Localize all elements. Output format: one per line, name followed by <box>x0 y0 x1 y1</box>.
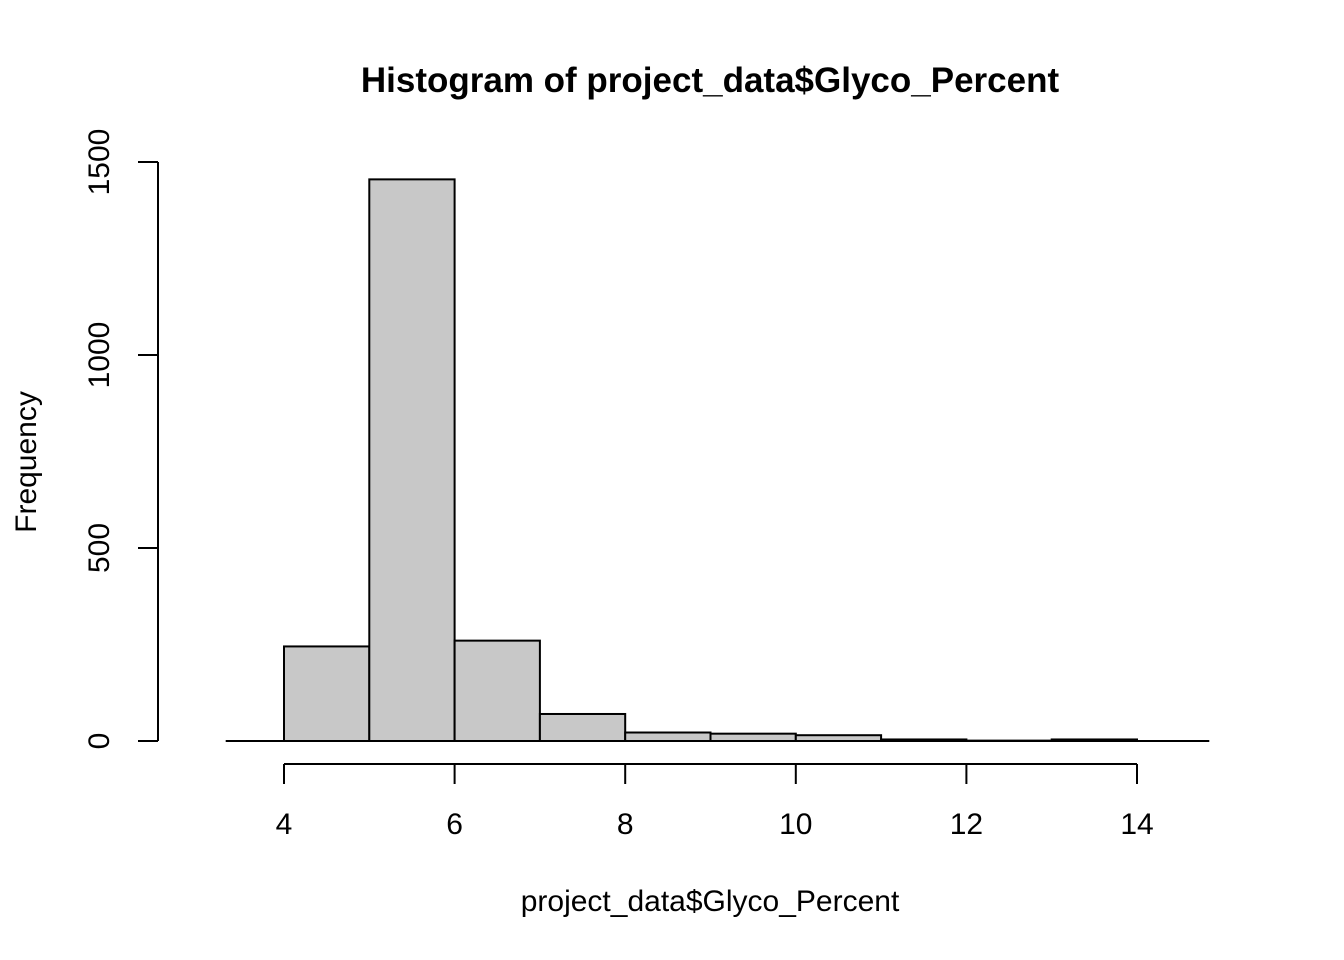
y-axis: 0 500 1000 1500 <box>83 129 159 750</box>
x-tick-label: 12 <box>950 808 983 841</box>
histogram-bar <box>709 732 797 743</box>
y-axis-title: Frequency <box>10 391 43 533</box>
x-axis-title: project_data$Glyco_Percent <box>521 885 900 918</box>
histogram-bar <box>538 712 627 742</box>
y-tick-label: 1000 <box>83 322 116 389</box>
histogram-bar <box>368 178 456 742</box>
histogram-bar <box>624 731 712 742</box>
x-tick-label: 4 <box>276 808 293 841</box>
histogram-bar <box>880 738 968 742</box>
y-tick-label: 500 <box>83 523 116 573</box>
x-axis: 4 6 8 10 12 14 <box>276 763 1154 841</box>
histogram-bar <box>453 639 541 743</box>
x-tick-label: 8 <box>617 808 634 841</box>
x-tick-label: 6 <box>446 808 463 841</box>
chart-title: Histogram of project_data$Glyco_Percent <box>361 61 1060 100</box>
histogram-bar <box>283 645 371 742</box>
x-tick-label: 14 <box>1120 808 1153 841</box>
y-tick-label: 0 <box>83 733 116 750</box>
histogram-bar <box>1050 738 1138 742</box>
y-tick-label: 1500 <box>83 129 116 196</box>
histogram-bar <box>794 734 883 743</box>
x-tick-label: 10 <box>779 808 812 841</box>
bars-group <box>225 178 1210 743</box>
